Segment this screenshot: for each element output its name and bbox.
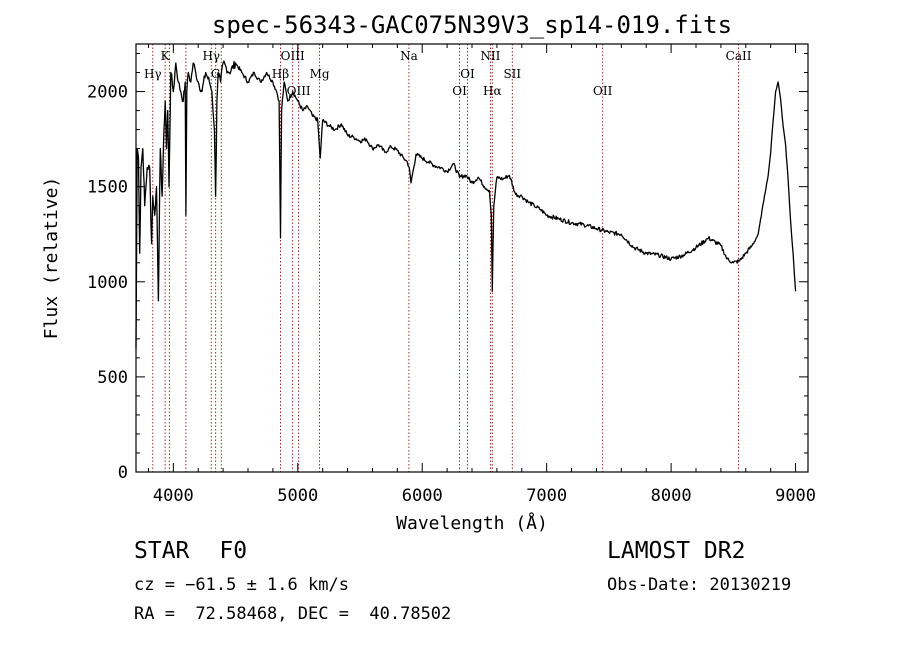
- line-label-15: Hα: [483, 84, 502, 98]
- x-tick-label-7000: 7000: [526, 486, 567, 506]
- line-label-1: K: [161, 49, 171, 63]
- object-class: STAR: [134, 538, 190, 564]
- chart-title: spec-56343-GAC075N39V3_sp14-019.fits: [212, 11, 732, 39]
- y-axis-ticks: 0 500 1000 1500 2000: [87, 53, 808, 483]
- y-tick-label-1000: 1000: [87, 273, 128, 293]
- plot-frame: [135, 43, 809, 473]
- spectrum-line: [135, 60, 797, 349]
- line-label-5: G: [211, 67, 221, 81]
- x-tick-label-6000: 6000: [402, 486, 443, 506]
- classification: STAR F0: [134, 538, 247, 564]
- x-tick-label-9000: 9000: [775, 486, 816, 506]
- line-label-14: NII: [480, 49, 500, 63]
- y-tick-label-2000: 2000: [87, 83, 128, 103]
- y-tick-label-500: 500: [97, 368, 128, 388]
- line-label-9: OIII: [287, 84, 311, 98]
- x-tick-label-5000: 5000: [277, 486, 318, 506]
- line-label-16: SII: [503, 67, 521, 81]
- line-label-8: OIII: [281, 49, 305, 63]
- line-label-18: CaII: [726, 49, 752, 63]
- spectral-line-markers: [152, 44, 740, 472]
- x-axis-label: Wavelength (Å): [396, 512, 548, 534]
- line-label-7: Hβ: [272, 67, 289, 81]
- observation-date: Obs-Date: 20130219: [607, 575, 792, 595]
- line-label-17: OII: [593, 84, 613, 98]
- line-label-10: Mg: [310, 67, 330, 81]
- line-label-0: Hγ: [144, 67, 162, 81]
- x-tick-label-4000: 4000: [153, 486, 194, 506]
- line-label-4: Hγ: [202, 49, 220, 63]
- object-subclass: F0: [219, 538, 248, 564]
- x-tick-label-8000: 8000: [651, 486, 692, 506]
- line-label-12: OI: [452, 84, 467, 98]
- survey-name: LAMOST DR2: [607, 538, 746, 564]
- line-label-11: Na: [400, 49, 418, 63]
- y-tick-label-1500: 1500: [87, 178, 128, 198]
- y-tick-label-0: 0: [118, 463, 128, 483]
- redshift-value: cz = −61.5 ± 1.6 km/s: [134, 575, 349, 595]
- x-axis-ticks: 4000 5000 6000 7000 8000 9000: [147, 44, 816, 506]
- line-label-13: OI: [460, 67, 475, 81]
- y-axis-label: Flux (relative): [41, 177, 62, 340]
- coordinates: RA = 72.58468, DEC = 40.78502: [134, 604, 452, 624]
